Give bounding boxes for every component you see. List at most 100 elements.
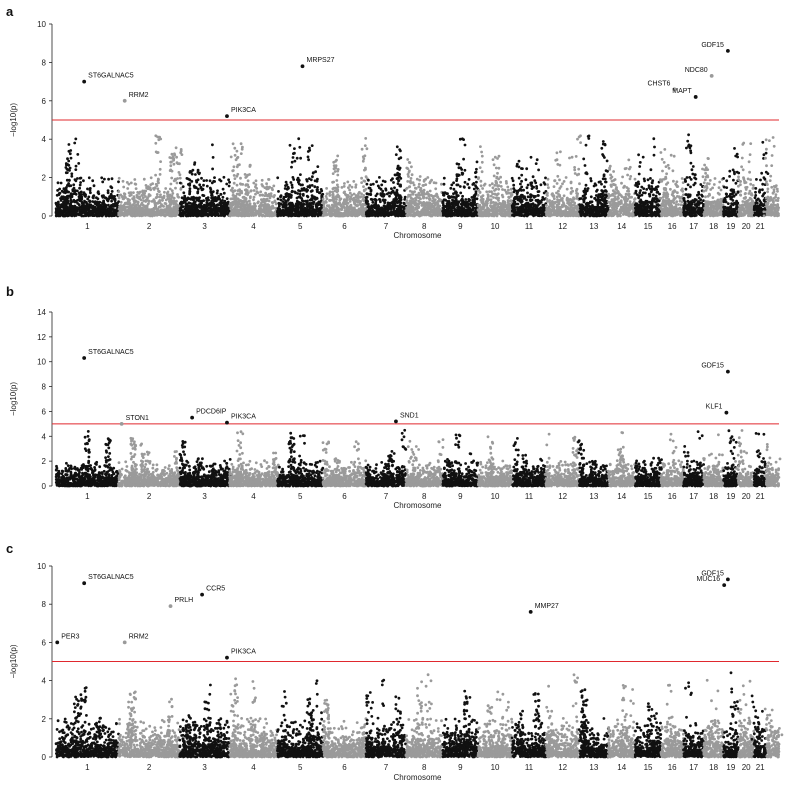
snp-point [278, 203, 281, 207]
snp-point [508, 202, 511, 206]
snp-point [313, 179, 317, 183]
snp-point [531, 203, 534, 206]
snp-point [148, 211, 151, 214]
snp-point [501, 195, 505, 199]
snp-point [533, 179, 537, 183]
snp-point [263, 194, 267, 198]
snp-point [174, 186, 177, 190]
snp-point [411, 197, 415, 201]
y-tick: 8 [42, 58, 52, 67]
snp-point [332, 167, 336, 171]
snp-point [497, 187, 501, 191]
snp-point [88, 211, 92, 215]
snp-point [482, 211, 486, 214]
snp-point [211, 190, 215, 194]
snp-point [474, 190, 478, 194]
snp-point [209, 191, 213, 194]
snp-point [331, 172, 335, 176]
snp-point [369, 214, 372, 217]
snp-point [397, 157, 401, 161]
snp-point [156, 201, 160, 205]
snp-point [187, 201, 191, 205]
snp-point [496, 192, 500, 196]
snp-point [161, 198, 164, 202]
snp-point [478, 166, 482, 170]
snp-point [515, 191, 519, 195]
snp-point [128, 202, 132, 205]
snp-point [190, 212, 194, 216]
snp-point [489, 200, 493, 204]
snp-point [406, 195, 409, 199]
snp-point [162, 209, 165, 213]
snp-point [213, 208, 217, 212]
snp-point [429, 204, 433, 208]
snp-point [489, 194, 493, 198]
snp-point [121, 179, 125, 183]
snp-point [56, 213, 60, 217]
snp-point [306, 195, 310, 199]
snp-point [355, 204, 359, 208]
snp-point [290, 190, 294, 194]
snp-point [497, 184, 501, 188]
snp-point [422, 188, 426, 192]
snp-point [425, 211, 429, 215]
snp-point [241, 196, 245, 199]
snp-point [515, 164, 519, 168]
snp-point [380, 183, 384, 187]
snp-point [103, 209, 106, 213]
snp-point [501, 204, 505, 208]
snp-point [67, 143, 71, 146]
snp-point [427, 194, 431, 198]
snp-point [134, 187, 138, 191]
snp-point [366, 202, 370, 206]
snp-point [67, 206, 71, 210]
snp-point [314, 170, 317, 174]
snp-point [388, 201, 391, 205]
snp-point [486, 193, 490, 197]
snp-point [245, 175, 249, 178]
snp-point [70, 172, 74, 176]
snp-point [208, 179, 212, 183]
snp-point [529, 196, 532, 199]
snp-point [241, 214, 245, 217]
snp-point [77, 203, 81, 207]
snp-point [264, 199, 268, 203]
snp-point [293, 207, 297, 211]
snp-point [179, 149, 183, 153]
snp-point [119, 193, 123, 197]
snp-point [65, 167, 69, 171]
snp-point [331, 192, 335, 196]
snp-point [157, 205, 161, 209]
snp-point [103, 196, 107, 200]
snp-point [170, 152, 174, 156]
snp-point [260, 201, 263, 205]
snp-point [492, 214, 496, 218]
snp-point [301, 204, 305, 208]
snp-point [396, 167, 400, 171]
snp-point [537, 168, 540, 172]
snp-point [73, 192, 77, 195]
snp-point [193, 185, 197, 189]
snp-point [156, 151, 160, 154]
snp-point [202, 194, 206, 198]
snp-point [467, 197, 471, 201]
snp-point [343, 182, 346, 185]
snp-point [290, 183, 294, 187]
snp-point [132, 191, 135, 195]
snp-point [179, 214, 183, 218]
snp-point [221, 187, 225, 191]
snp-point [367, 207, 371, 211]
snp-point [400, 210, 404, 213]
snp-point [241, 145, 244, 149]
snp-point [476, 177, 480, 181]
snp-point [115, 204, 119, 208]
snp-point [228, 180, 231, 184]
snp-point [199, 211, 203, 215]
snp-point [317, 213, 320, 217]
snp-point [497, 208, 501, 212]
snp-point [247, 191, 250, 195]
snp-point [442, 198, 446, 202]
snp-point [252, 198, 255, 202]
snp-point [297, 180, 300, 184]
snp-point [117, 196, 121, 200]
